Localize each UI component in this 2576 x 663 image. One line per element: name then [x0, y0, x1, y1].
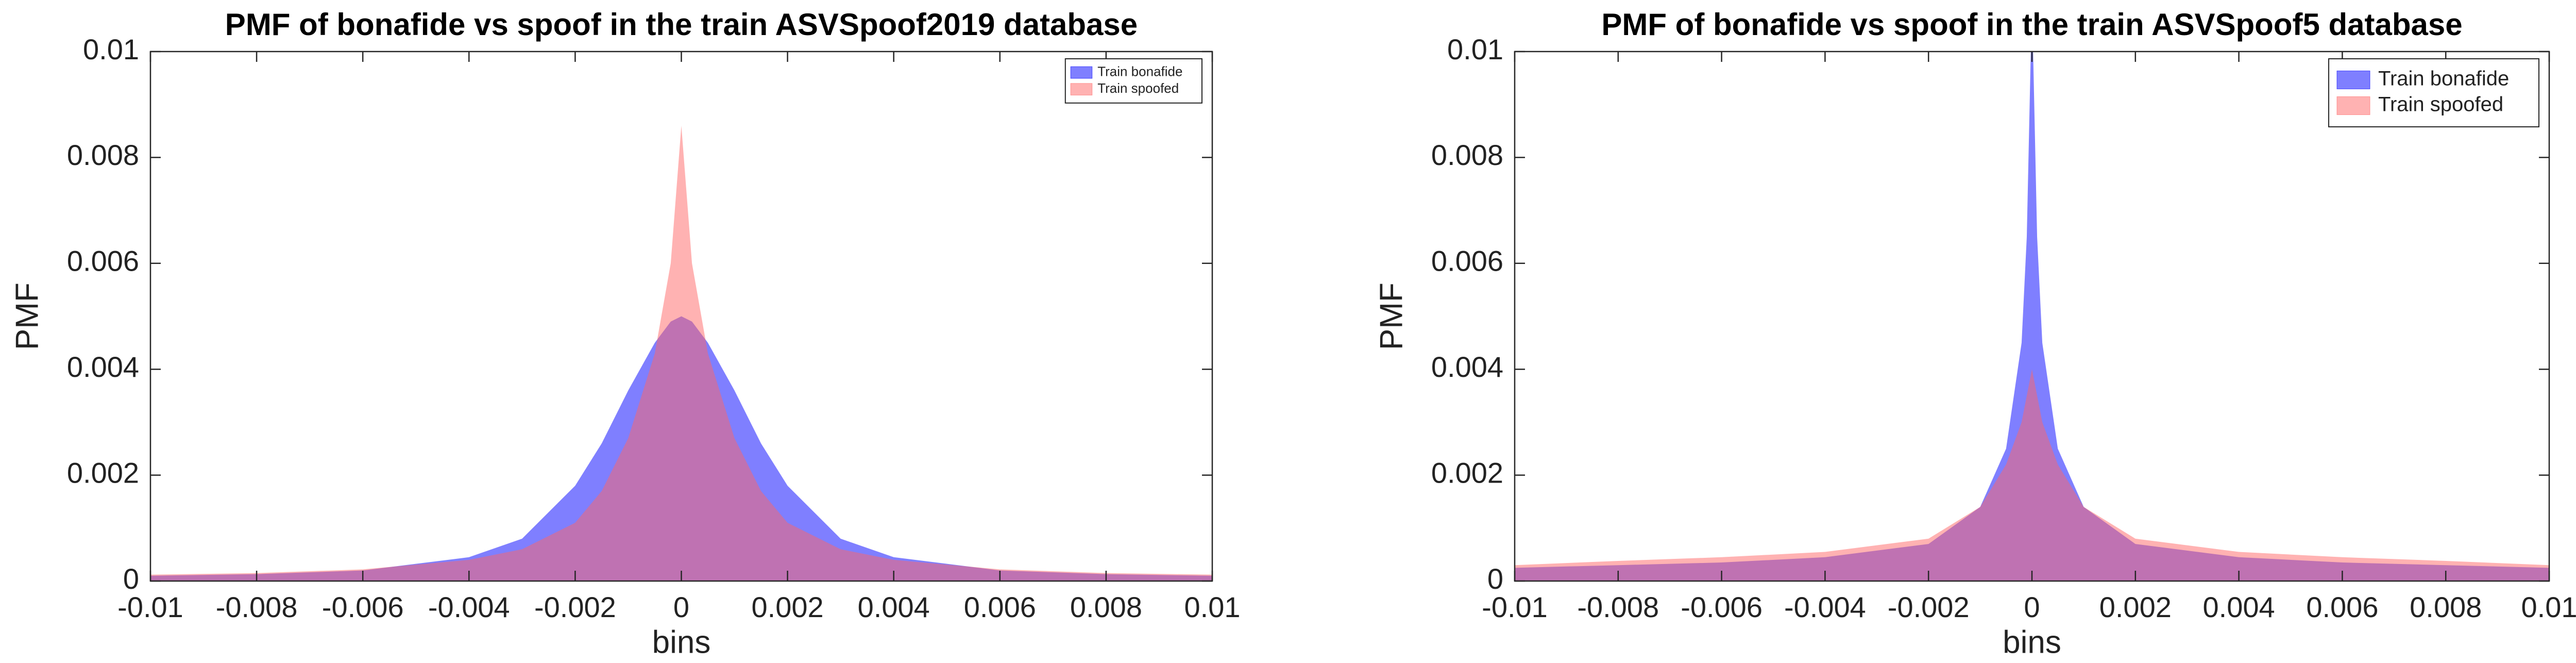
x-tick-label: 0.01 — [1184, 591, 1241, 623]
y-tick-label: 0.006 — [67, 245, 139, 277]
subplot: -0.01 -0.008 -0.006 -0.004 -0.002 0 0.002 0.004… — [1374, 7, 2576, 660]
legend-swatch — [1070, 83, 1093, 96]
subplot: -0.01 -0.008 -0.006 -0.004 -0.002 0 0.002 0.004… — [9, 7, 1240, 660]
y-tick-label: 0.002 — [67, 456, 139, 489]
x-tick-label: 0.01 — [2521, 591, 2576, 623]
x-tick-label: 0.004 — [2203, 591, 2275, 623]
legend-label: Train bonafide — [2378, 68, 2509, 90]
x-tick-label: 0.008 — [2410, 591, 2482, 623]
x-tick-label: -0.006 — [1681, 591, 1762, 623]
x-tick-label: 0.008 — [1070, 591, 1142, 623]
y-axis-label: PMF — [1374, 283, 1409, 350]
area — [1515, 52, 2549, 581]
legend-label: Train spoofed — [2378, 93, 2503, 116]
x-tick-label: -0.01 — [1482, 591, 1548, 623]
x-tick-label: -0.008 — [1577, 591, 1659, 623]
x-tick-label: 0.004 — [858, 591, 930, 623]
legend-label: Train spoofed — [1097, 80, 1179, 96]
chart-title: PMF of bonafide vs spoof in the train AS… — [1601, 7, 2462, 42]
y-tick-label: 0.01 — [83, 33, 139, 65]
y-tick-label: 0.002 — [1431, 456, 1503, 489]
y-tick-label: 0.008 — [1431, 139, 1503, 171]
x-tick-label: -0.002 — [534, 591, 616, 623]
y-tick-label: 0 — [123, 562, 139, 595]
y-tick-label: 0.008 — [67, 139, 139, 171]
x-tick-label: 0.002 — [752, 591, 824, 623]
y-tick-label: 0 — [1487, 562, 1503, 595]
y-tick-label: 0.01 — [1447, 33, 1503, 65]
x-tick-label: 0 — [673, 591, 689, 623]
x-tick-label: -0.004 — [428, 591, 510, 623]
x-tick-label: 0.006 — [2306, 591, 2378, 623]
x-tick-label: -0.008 — [216, 591, 298, 623]
x-tick-label: -0.01 — [117, 591, 183, 623]
y-tick-label: 0.004 — [67, 351, 139, 383]
x-tick-label: -0.006 — [322, 591, 404, 623]
legend-swatch — [2336, 71, 2370, 89]
legend-swatch — [2336, 96, 2370, 115]
x-tick-label: -0.002 — [1888, 591, 1970, 623]
y-tick-label: 0.006 — [1431, 245, 1503, 277]
y-axis-label: PMF — [9, 283, 45, 350]
x-axis-label: bins — [652, 624, 711, 660]
x-tick-label: 0.002 — [2099, 591, 2172, 623]
legend-swatch — [1070, 66, 1093, 79]
area — [1515, 369, 2549, 581]
y-tick-label: 0.004 — [1431, 351, 1503, 383]
legend-label: Train bonafide — [1097, 64, 1182, 79]
legend-box — [1064, 58, 1203, 104]
chart-title: PMF of bonafide vs spoof in the train AS… — [225, 7, 1138, 42]
x-tick-label: 0 — [2024, 591, 2040, 623]
legend-box — [2328, 58, 2539, 127]
x-tick-label: 0.006 — [964, 591, 1036, 623]
x-axis-label: bins — [2003, 624, 2061, 660]
legend: Train bonafide Train spoofed — [2328, 58, 2539, 127]
x-tick-label: -0.004 — [1784, 591, 1866, 623]
area — [150, 125, 1212, 581]
